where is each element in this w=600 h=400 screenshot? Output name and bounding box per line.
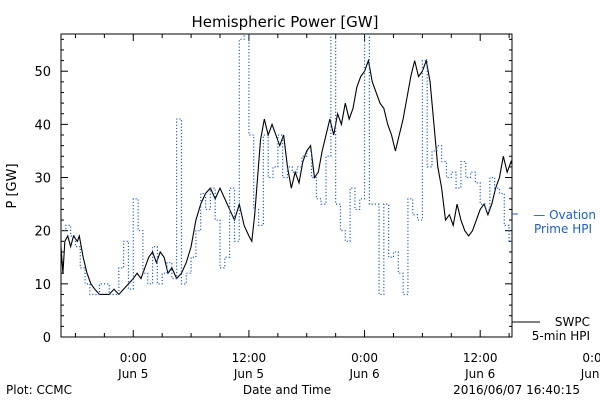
plot-credit: Plot: CCMC — [6, 383, 72, 397]
ovation-prime-hpi-line — [61, 34, 512, 296]
y-tick-label: 20 — [34, 225, 51, 240]
x-tick-date-label: Jun 7 — [580, 367, 600, 381]
y-axis-label: P [GW] — [5, 163, 20, 208]
x-axis: 0:00 Jun 5 12:00 Jun 5 0:00 Jun 6 12:00 Jun 6 0:… — [74, 34, 600, 381]
ovation-legend-label: Prime HPI — [534, 222, 592, 236]
plot-frame — [60, 33, 513, 338]
x-tick-date-label: Jun 6 — [464, 367, 495, 381]
y-tick-label: 40 — [34, 118, 51, 133]
x-axis-label: Date and Time — [243, 383, 331, 397]
y-tick-label: 50 — [34, 65, 51, 80]
x-tick-time-label: 12:00 — [232, 351, 267, 365]
x-tick-date-label: Jun 5 — [117, 367, 148, 381]
swpc-legend-label: SWPC — [555, 315, 590, 329]
y-tick-label: 30 — [34, 172, 51, 187]
x-tick-time-label: 0:00 — [582, 351, 600, 365]
ovation-legend-label: — Ovation — [533, 208, 596, 222]
swpc-hpi-line — [61, 58, 512, 296]
x-tick-time-label: 0:00 — [120, 351, 147, 365]
x-tick-time-label: 12:00 — [463, 351, 498, 365]
series-layer — [61, 34, 512, 296]
x-tick-time-label: 0:00 — [351, 351, 378, 365]
y-tick-label: 0 — [43, 331, 51, 346]
y-tick-label: 10 — [34, 278, 51, 293]
x-tick-date-label: Jun 6 — [348, 367, 379, 381]
y-axis: 0 10 20 30 40 50 — [34, 38, 512, 346]
plot-timestamp: 2016/06/07 16:40:15 — [453, 383, 580, 397]
x-tick-date-label: Jun 5 — [233, 367, 264, 381]
swpc-legend-label: 5-min HPI — [532, 329, 590, 343]
chart-title: Hemispheric Power [GW] — [192, 13, 379, 31]
